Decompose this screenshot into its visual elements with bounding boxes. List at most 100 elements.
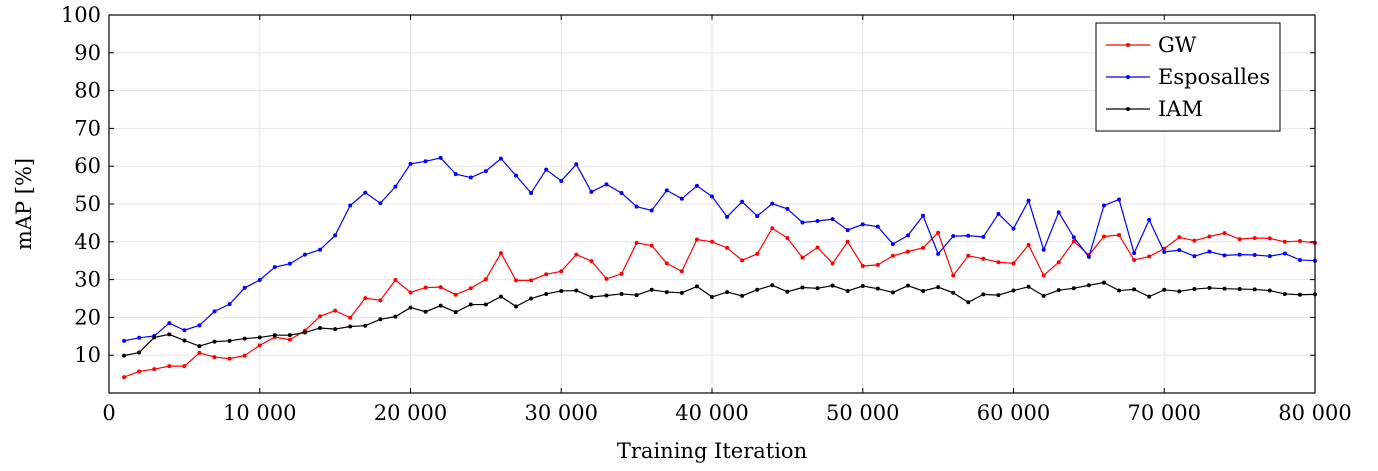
data-point <box>1282 239 1287 244</box>
data-point <box>1026 198 1031 203</box>
data-point <box>694 183 699 188</box>
data-point <box>559 269 564 274</box>
data-point <box>1101 203 1106 208</box>
data-point <box>770 226 775 231</box>
data-point <box>122 375 127 380</box>
data-point <box>483 302 488 307</box>
data-point <box>1041 247 1046 252</box>
data-point <box>936 251 941 256</box>
data-point <box>755 287 760 292</box>
data-point <box>875 224 880 229</box>
y-tick-label: 10 <box>74 343 101 367</box>
data-point <box>438 285 443 290</box>
data-point <box>1207 285 1212 290</box>
series-line-iam <box>123 281 1316 357</box>
legend-marker <box>1126 75 1130 79</box>
data-point <box>559 288 564 293</box>
data-point <box>1297 239 1302 244</box>
series-esposalles <box>122 155 1317 343</box>
data-point <box>1101 234 1106 239</box>
x-tick-label: 10 000 <box>223 401 296 425</box>
data-point <box>257 277 262 282</box>
data-point <box>1117 232 1122 237</box>
data-point <box>423 159 428 164</box>
data-point <box>860 263 865 268</box>
data-point <box>921 245 926 250</box>
data-point <box>468 302 473 307</box>
data-point <box>905 283 910 288</box>
data-point <box>785 206 790 211</box>
data-point <box>257 343 262 348</box>
data-point <box>755 251 760 256</box>
data-point <box>257 335 262 340</box>
data-point <box>287 261 292 266</box>
data-point <box>1071 286 1076 291</box>
data-point <box>921 288 926 293</box>
data-point <box>966 233 971 238</box>
data-point <box>815 245 820 250</box>
data-point <box>182 338 187 343</box>
data-point <box>529 296 534 301</box>
data-point <box>800 285 805 290</box>
y-tick-label: 90 <box>74 41 101 65</box>
data-point <box>122 338 127 343</box>
data-point <box>453 310 458 315</box>
data-point <box>694 237 699 242</box>
data-point <box>363 323 368 328</box>
data-point <box>529 278 534 283</box>
data-point <box>498 251 503 256</box>
ticks: 0 10 000 20 000 30 000 40 000 50 000 60 000 70 … <box>61 3 1352 425</box>
data-point <box>363 296 368 301</box>
data-point <box>981 234 986 239</box>
data-point <box>649 287 654 292</box>
data-point <box>348 324 353 329</box>
data-point <box>197 344 202 349</box>
x-tick-label: 50 000 <box>826 401 899 425</box>
data-point <box>694 284 699 289</box>
data-point <box>453 292 458 297</box>
y-tick-label: 80 <box>74 79 101 103</box>
data-point <box>1282 251 1287 256</box>
data-point <box>1056 210 1061 215</box>
data-point <box>800 220 805 225</box>
data-point <box>921 213 926 218</box>
data-point <box>242 353 247 358</box>
data-point <box>725 214 730 219</box>
data-point <box>137 369 142 374</box>
data-point <box>333 308 338 313</box>
x-tick-label: 80 000 <box>1278 401 1351 425</box>
data-point <box>483 277 488 282</box>
data-point <box>619 271 624 276</box>
data-point <box>378 317 383 322</box>
data-point <box>845 288 850 293</box>
data-point <box>1011 261 1016 266</box>
data-point <box>1192 254 1197 259</box>
data-point <box>710 239 714 244</box>
data-point <box>438 155 443 160</box>
data-point <box>1132 257 1137 262</box>
data-point <box>860 284 865 289</box>
data-point <box>996 260 1001 265</box>
data-point <box>740 293 745 298</box>
data-point <box>589 259 594 264</box>
data-point <box>242 285 247 290</box>
data-point <box>544 291 549 296</box>
data-point <box>1192 287 1197 292</box>
data-point <box>1041 273 1046 278</box>
legend: GW Esposalles IAM <box>1095 22 1281 132</box>
legend-label: Esposalles <box>1158 65 1270 89</box>
y-tick-label: 100 <box>61 3 101 27</box>
data-point <box>1147 294 1152 299</box>
data-point <box>936 230 941 235</box>
data-point <box>333 233 338 238</box>
data-point <box>287 337 292 342</box>
data-point <box>302 330 307 335</box>
data-point <box>890 253 895 258</box>
series-line-gw <box>123 227 1316 378</box>
data-point <box>1026 284 1031 289</box>
data-point <box>574 162 579 167</box>
data-point <box>212 309 217 314</box>
data-point <box>1207 249 1212 254</box>
data-point <box>770 201 775 206</box>
data-point <box>363 190 368 195</box>
